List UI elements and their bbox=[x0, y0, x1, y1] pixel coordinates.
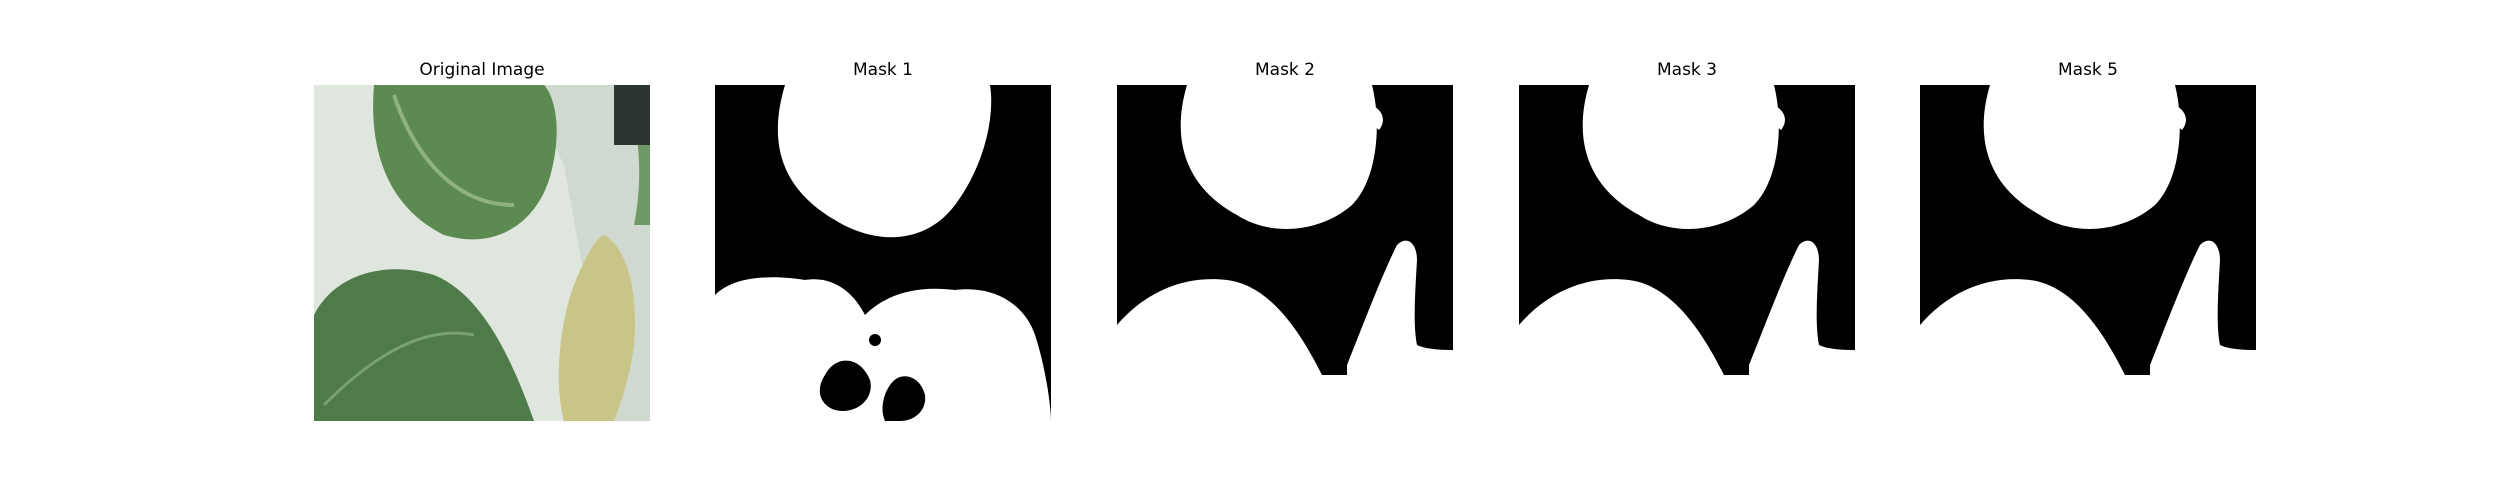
panel-title: Mask 5 bbox=[2057, 60, 2118, 80]
mask-5-image bbox=[1920, 85, 2256, 421]
panel-mask-1: Mask 1 bbox=[715, 0, 1051, 500]
panel-title: Mask 1 bbox=[852, 60, 913, 80]
panel-mask-5: Mask 5 bbox=[1920, 0, 2256, 500]
panel-original-image: Original Image bbox=[314, 0, 650, 500]
panel-title: Mask 2 bbox=[1254, 60, 1315, 80]
panel-title: Mask 3 bbox=[1656, 60, 1717, 80]
mask-1-image bbox=[715, 85, 1051, 421]
panel-mask-3: Mask 3 bbox=[1519, 0, 1855, 500]
original-image bbox=[314, 85, 650, 421]
mask-3-image bbox=[1519, 85, 1855, 421]
mask-2-image bbox=[1117, 85, 1453, 421]
panel-mask-2: Mask 2 bbox=[1117, 0, 1453, 500]
panel-title: Original Image bbox=[419, 60, 545, 80]
